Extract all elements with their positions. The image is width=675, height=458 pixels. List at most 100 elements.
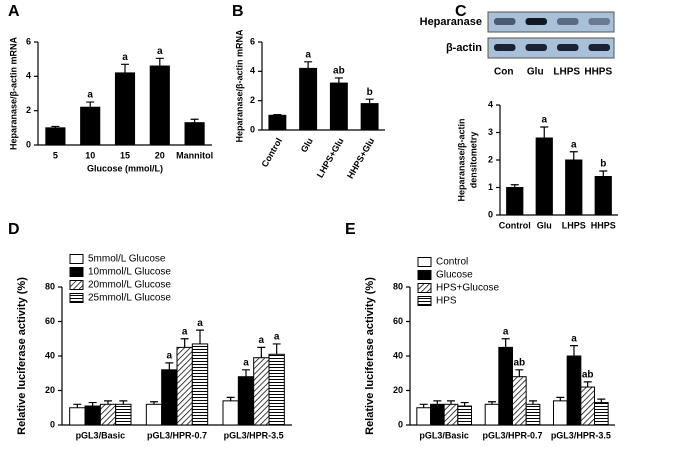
- error-bar: [88, 401, 97, 407]
- error-bar: [121, 63, 129, 73]
- bar: [114, 72, 136, 146]
- blot-band: [494, 44, 516, 51]
- legend-swatch: [69, 267, 84, 277]
- bar: [525, 403, 541, 426]
- legend-swatch: [69, 293, 84, 303]
- annotation: a: [571, 139, 577, 150]
- y-tick-label: 2: [26, 105, 31, 115]
- x-tick-label: pGL3/HPR-0.7: [147, 430, 207, 440]
- bar: [115, 403, 132, 426]
- error-bar: [165, 362, 174, 370]
- y-tick-label: 60: [393, 316, 403, 326]
- panel-label: D: [8, 221, 20, 238]
- x-tick-label: Control: [260, 136, 285, 169]
- bar: [329, 82, 348, 131]
- blot-lane-label: LHPS: [553, 67, 580, 78]
- bar: [45, 127, 66, 146]
- y-tick-label: 0: [398, 419, 403, 429]
- annotation: ab: [582, 370, 594, 381]
- bar: [268, 114, 287, 131]
- error-bar: [104, 400, 112, 405]
- error-bar: [304, 61, 313, 69]
- y-tick-label: 60: [45, 316, 55, 326]
- bar: [237, 376, 255, 426]
- error-bar: [73, 403, 82, 408]
- annotation: a: [122, 52, 128, 63]
- y-axis-label: densitometry: [468, 132, 478, 189]
- legend-label: Control: [436, 257, 468, 268]
- panel-label: B: [232, 3, 244, 20]
- annotation: a: [167, 351, 173, 362]
- y-tick-label: 0: [250, 124, 255, 134]
- x-tick-label: Mannitol: [176, 150, 213, 160]
- bar: [253, 357, 270, 426]
- bar: [566, 355, 582, 426]
- blot-lane-label: Glu: [527, 67, 544, 78]
- error-bar: [196, 329, 204, 344]
- y-tick-label: 2: [250, 95, 255, 105]
- y-axis-label: Heparanase/β-actin mRNA: [8, 36, 18, 150]
- y-axis-label: Heparanase/β-actin: [456, 118, 466, 201]
- bar: [161, 369, 178, 426]
- annotation: a: [274, 332, 280, 343]
- annotation: a: [541, 115, 547, 126]
- x-tick-label: pGL3/Basic: [419, 430, 469, 440]
- error-bar: [510, 184, 519, 188]
- blot-band: [525, 18, 547, 25]
- error-bar: [460, 401, 469, 407]
- error-bar: [273, 114, 282, 116]
- bar: [484, 403, 500, 426]
- y-tick-label: 0: [26, 139, 31, 149]
- x-tick-label: 5: [53, 150, 58, 160]
- error-bar: [447, 400, 455, 405]
- y-tick-label: 4: [488, 99, 493, 109]
- error-bar: [556, 396, 565, 401]
- error-bar: [86, 101, 95, 108]
- y-tick-label: 80: [45, 281, 55, 291]
- legend-label: 10mmol/L Glucose: [88, 267, 171, 278]
- legend-label: 5mmol/L Glucose: [88, 254, 166, 265]
- error-bar: [597, 398, 606, 403]
- error-bar: [190, 118, 199, 123]
- bar: [69, 407, 86, 426]
- bar: [268, 353, 285, 426]
- legend-swatch: [417, 257, 432, 267]
- bar: [84, 405, 101, 426]
- error-bar: [334, 77, 343, 84]
- annotation: b: [600, 159, 606, 170]
- bar: [580, 386, 595, 426]
- legend-swatch: [417, 270, 432, 280]
- bar: [553, 400, 568, 426]
- bar: [222, 400, 239, 426]
- annotation: a: [197, 318, 203, 329]
- legend-label: 20mmol/L Glucose: [88, 280, 171, 291]
- annotation: b: [367, 87, 373, 98]
- bar: [535, 137, 553, 216]
- y-tick-label: 2: [488, 154, 493, 164]
- y-axis-label: Relative luciferase activity (%): [16, 277, 28, 435]
- bar: [145, 403, 163, 426]
- bar: [149, 65, 170, 146]
- y-tick-label: 80: [393, 281, 403, 291]
- error-bar: [540, 126, 549, 138]
- legend-swatch: [417, 296, 432, 306]
- x-tick-label: Glu: [299, 136, 315, 154]
- blot-band: [588, 44, 610, 51]
- annotation: a: [305, 49, 311, 60]
- y-tick-label: 1: [488, 182, 493, 192]
- blot-row-label: Heparanase: [420, 16, 482, 28]
- bar: [506, 187, 524, 216]
- bar: [498, 346, 514, 426]
- blot-band: [525, 44, 547, 51]
- x-tick-label: LHPS+Glu: [315, 136, 346, 179]
- bar: [443, 403, 459, 426]
- legend-swatch: [417, 283, 432, 293]
- x-tick-label: Glu: [537, 220, 552, 230]
- y-tick-label: 6: [250, 36, 255, 46]
- annotation: a: [259, 335, 265, 346]
- x-tick-label: pGL3/Basic: [76, 430, 126, 440]
- legend-label: HPS+Glucose: [436, 283, 500, 294]
- error-bar: [501, 338, 510, 348]
- error-bar: [599, 170, 608, 177]
